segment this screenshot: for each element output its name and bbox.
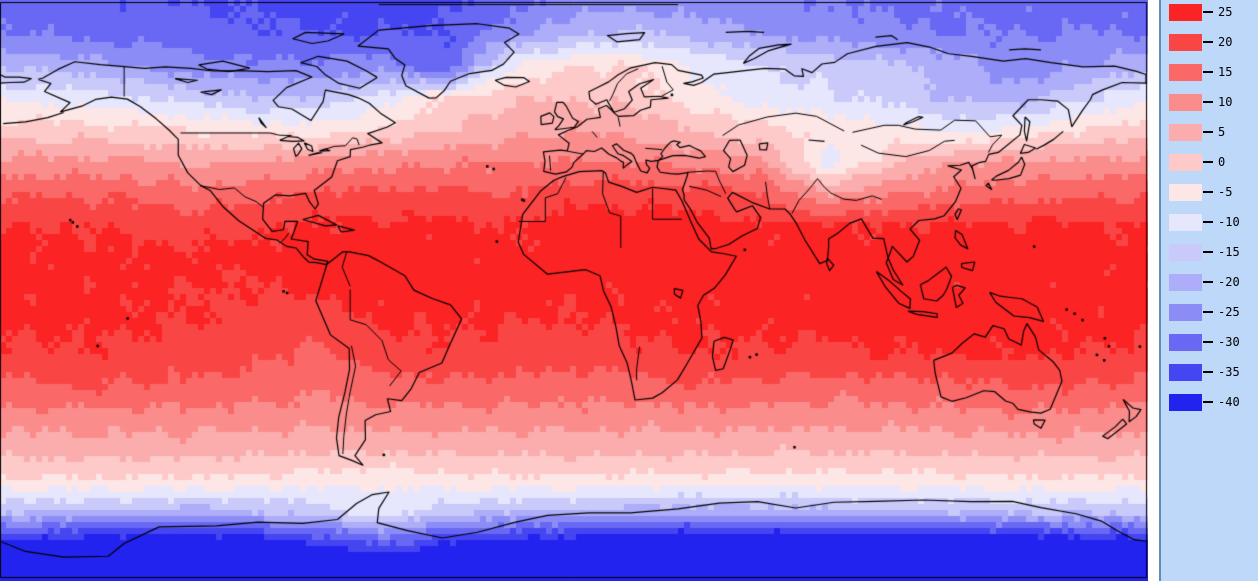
legend-color-swatch	[1169, 153, 1202, 171]
map-plot-area	[0, 0, 1148, 581]
legend-entry: -10	[1161, 213, 1240, 231]
legend-tick-mark	[1203, 41, 1213, 43]
legend-value-label: -30	[1218, 335, 1240, 349]
legend-tick-mark	[1203, 71, 1213, 73]
legend-color-swatch	[1169, 363, 1202, 381]
legend-tick-mark	[1203, 221, 1213, 223]
legend-value-label: 25	[1218, 5, 1233, 19]
legend-tick-mark	[1203, 11, 1213, 13]
legend-entry: 15	[1161, 63, 1232, 81]
legend-value-label: 0	[1218, 155, 1226, 169]
legend-color-swatch	[1169, 63, 1202, 81]
legend-value-label: -40	[1218, 395, 1240, 409]
legend-entry: -35	[1161, 363, 1240, 381]
legend-value-label: 5	[1218, 125, 1226, 139]
legend-entry: 20	[1161, 33, 1232, 51]
legend-tick-mark	[1203, 191, 1213, 193]
legend-tick-mark	[1203, 341, 1213, 343]
legend-entry: -40	[1161, 393, 1240, 411]
legend-entry: 10	[1161, 93, 1232, 111]
legend-tick-mark	[1203, 101, 1213, 103]
legend-value-label: -25	[1218, 305, 1240, 319]
legend-value-label: 15	[1218, 65, 1233, 79]
legend-entry: 0	[1161, 153, 1225, 171]
legend-color-swatch	[1169, 333, 1202, 351]
legend-value-label: 20	[1218, 35, 1233, 49]
world-temperature-contour-map	[0, 0, 1148, 581]
legend-tick-mark	[1203, 371, 1213, 373]
legend-entry: -30	[1161, 333, 1240, 351]
legend-entry: -5	[1161, 183, 1232, 201]
legend-tick-mark	[1203, 251, 1213, 253]
legend-value-label: -10	[1218, 215, 1240, 229]
legend-tick-mark	[1203, 401, 1213, 403]
legend-color-swatch	[1169, 93, 1202, 111]
color-scale-legend: 25 20 15 10 5 0 -5 -10 -15 -20 -25 -30 -35 -40	[1159, 0, 1258, 581]
legend-color-swatch	[1169, 123, 1202, 141]
legend-entry: -25	[1161, 303, 1240, 321]
legend-value-label: -5	[1218, 185, 1233, 199]
legend-value-label: -20	[1218, 275, 1240, 289]
legend-entry: -20	[1161, 273, 1240, 291]
legend-color-swatch	[1169, 273, 1202, 291]
legend-tick-mark	[1203, 131, 1213, 133]
map-legend-gap	[1148, 0, 1159, 581]
legend-color-swatch	[1169, 183, 1202, 201]
legend-color-swatch	[1169, 33, 1202, 51]
legend-color-swatch	[1169, 213, 1202, 231]
legend-entry: -15	[1161, 243, 1240, 261]
legend-color-swatch	[1169, 303, 1202, 321]
legend-value-label: -35	[1218, 365, 1240, 379]
legend-entry: 25	[1161, 3, 1232, 21]
legend-value-label: 10	[1218, 95, 1233, 109]
legend-color-swatch	[1169, 3, 1202, 21]
legend-value-label: -15	[1218, 245, 1240, 259]
legend-color-swatch	[1169, 393, 1202, 411]
legend-entry: 5	[1161, 123, 1225, 141]
legend-tick-mark	[1203, 281, 1213, 283]
legend-tick-mark	[1203, 311, 1213, 313]
legend-tick-mark	[1203, 161, 1213, 163]
legend-color-swatch	[1169, 243, 1202, 261]
